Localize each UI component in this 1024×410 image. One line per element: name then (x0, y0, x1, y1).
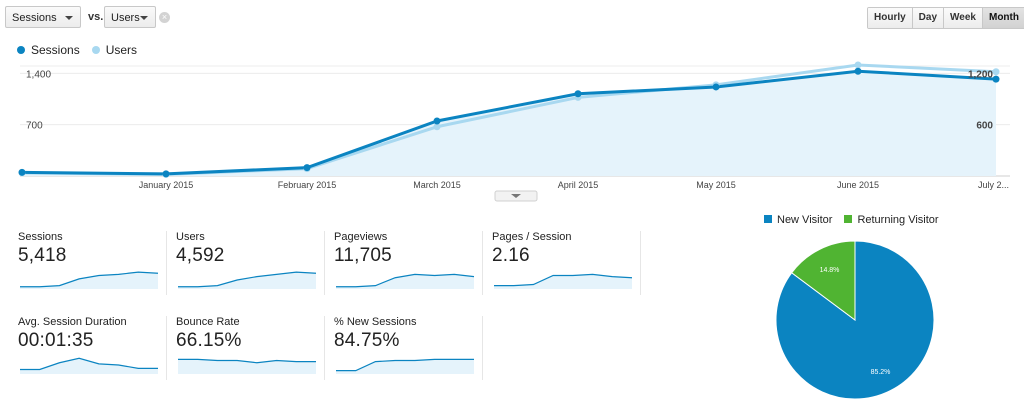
metric-select-value: Sessions (12, 12, 57, 24)
metric-divider (166, 316, 167, 380)
sessions-point[interactable] (992, 75, 1000, 83)
metric-sparkline (178, 271, 317, 289)
metric-tile[interactable]: Sessions 5,418 (18, 231, 168, 295)
metric-divider (324, 316, 325, 380)
metric-sparkline (336, 273, 475, 289)
metric-tile[interactable]: Pageviews 11,705 (334, 231, 484, 295)
legend-square-icon (764, 215, 772, 223)
x-axis-tick-label: July 2... (978, 180, 1009, 190)
metric-divider (640, 231, 641, 295)
sessions-line (21, 69, 997, 176)
legend-item-sessions[interactable]: Sessions (17, 43, 80, 57)
metric-divider (482, 231, 483, 295)
granularity-month-button[interactable]: Month (982, 8, 1024, 28)
legend-item-users[interactable]: Users (91, 43, 138, 57)
metric-divider (324, 231, 325, 295)
sessions-point[interactable] (854, 67, 862, 75)
legend-label: Users (105, 43, 138, 57)
metric-tile[interactable]: Bounce Rate 66.15% (176, 316, 326, 380)
legend-label: Sessions (31, 43, 80, 57)
metric-value: 5,418 (18, 245, 67, 266)
x-axis-tick-label: April 2015 (558, 180, 599, 190)
sessions-point[interactable] (303, 164, 311, 172)
granularity-day-button[interactable]: Day (912, 8, 945, 28)
chevron-down-icon (140, 16, 148, 20)
metric-label: Sessions (18, 231, 63, 243)
granularity-toggle: Hourly Day Week Month (867, 7, 1024, 29)
users-point[interactable] (854, 61, 862, 69)
users-point[interactable] (992, 68, 1000, 76)
metric-tile[interactable]: Avg. Session Duration 00:01:35 (18, 316, 168, 380)
metric-divider (482, 316, 483, 380)
chart-collapse-handle[interactable] (494, 190, 538, 202)
legend-square-icon (844, 215, 853, 223)
y-axis-left-tick-label: 700 (26, 121, 43, 132)
compare-select[interactable]: Users (104, 6, 156, 28)
metric-label: Pageviews (334, 231, 388, 243)
metric-value: 2.16 (492, 245, 530, 266)
metric-value: 4,592 (176, 245, 225, 266)
sessions-point[interactable] (712, 83, 720, 91)
metric-select[interactable]: Sessions (5, 6, 81, 28)
metric-sparkline (178, 358, 316, 374)
metric-tile[interactable]: Users 4,592 (176, 231, 326, 295)
metric-sparkline (20, 271, 159, 289)
pie-legend-item-returning-visitor[interactable]: Returning Visitor (844, 214, 939, 226)
pie-legend-item-new-visitor[interactable]: New Visitor (764, 214, 832, 226)
pie-slice-label: 85.2% (871, 369, 891, 376)
legend-dot-icon (17, 46, 25, 54)
metric-tile[interactable]: % New Sessions 84.75% (334, 316, 484, 380)
metric-label: Users (176, 231, 205, 243)
clear-compare-icon[interactable]: × (159, 12, 170, 23)
legend-label: New Visitor (777, 214, 833, 226)
x-axis-tick-label: June 2015 (837, 180, 879, 190)
y-axis-right-tick-label: 600 (976, 121, 993, 132)
visitor-type-pie: 85.2% 14.8% (775, 240, 935, 400)
pie-legend: New Visitor Returning Visitor (764, 214, 939, 226)
chevron-down-icon (65, 16, 73, 20)
x-axis-tick-label: May 2015 (696, 180, 736, 190)
metric-label: Pages / Session (492, 231, 572, 243)
vs-label: vs. (88, 11, 104, 23)
metric-divider (166, 231, 167, 295)
granularity-hourly-button[interactable]: Hourly (868, 8, 913, 28)
sessions-point[interactable] (162, 170, 170, 178)
metric-value: 66.15% (176, 330, 242, 351)
pie-slice-returning-visitor[interactable] (790, 240, 856, 321)
compare-select-value: Users (111, 12, 140, 24)
metric-value: 84.75% (334, 330, 400, 351)
metric-label: Avg. Session Duration (18, 316, 127, 328)
metric-sparkline (494, 273, 633, 289)
sessions-area (22, 71, 996, 176)
legend-label: Returning Visitor (857, 214, 939, 226)
pie-slice-label: 14.8% (820, 267, 840, 274)
sessions-point[interactable] (433, 117, 441, 125)
chart-legend: Sessions Users (17, 43, 137, 57)
x-axis-tick-label: February 2015 (278, 180, 337, 190)
metric-sparkline (20, 357, 158, 374)
metric-value: 00:01:35 (18, 330, 94, 351)
sessions-point[interactable] (18, 168, 26, 176)
metric-value: 11,705 (334, 245, 392, 266)
x-axis-tick-label: January 2015 (139, 180, 194, 190)
y-axis-left-tick-label: 1,400 (26, 69, 51, 80)
chevron-down-icon (511, 194, 521, 198)
metric-sparkline (336, 358, 474, 374)
x-axis-tick-label: March 2015 (413, 180, 461, 190)
metric-tile[interactable]: Pages / Session 2.16 (492, 231, 642, 295)
y-axis-right-tick-label: 1,200 (968, 69, 993, 80)
metric-label: % New Sessions (334, 316, 417, 328)
users-point[interactable] (433, 123, 441, 131)
timeline-chart: 1,400 700 1,200 600 January 2015 February 20… (18, 61, 1010, 202)
sessions-point[interactable] (574, 90, 582, 98)
legend-dot-icon (91, 46, 100, 54)
granularity-week-button[interactable]: Week (944, 8, 983, 28)
metric-label: Bounce Rate (176, 316, 240, 328)
